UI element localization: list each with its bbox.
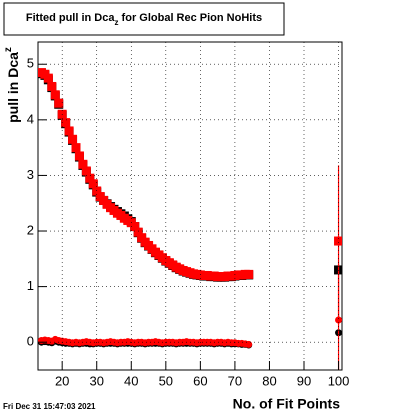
- title-rest: for Global Rec Pion NoHits: [119, 12, 263, 24]
- title-main: Fitted pull in Dca: [26, 12, 115, 24]
- title-sub: z: [115, 18, 119, 27]
- data-point: [245, 340, 253, 348]
- data-point: [61, 118, 71, 128]
- data-point: [43, 73, 53, 83]
- y-tick-label: 1: [27, 278, 34, 293]
- frame: [37, 41, 343, 371]
- y-axis-label: pull in Dcaz: [3, 47, 21, 123]
- y-label-sub: z: [3, 47, 14, 52]
- footer-date: Fri Dec 31 15:47:03 2021: [3, 402, 96, 411]
- y-tick-label: 0: [27, 334, 34, 349]
- chart-title: Fitted pull in Dcaz for Global Rec Pion …: [26, 12, 262, 27]
- data-point: [54, 98, 64, 108]
- data-point: [64, 126, 74, 136]
- plot-area: [38, 68, 342, 370]
- data-point: [81, 166, 91, 176]
- title-box: [3, 2, 285, 36]
- data-point: [244, 269, 254, 279]
- data-point: [334, 236, 342, 246]
- x-tick-label: 60: [193, 373, 207, 388]
- x-tick-label: 30: [89, 373, 103, 388]
- x-tick-label: 40: [124, 373, 138, 388]
- data-point: [130, 222, 140, 232]
- data-point: [74, 151, 84, 161]
- y-tick-label: 3: [27, 167, 34, 182]
- data-point: [133, 227, 143, 237]
- x-tick-label: 20: [55, 373, 69, 388]
- data-point: [68, 134, 78, 144]
- x-tick-label: 80: [262, 373, 276, 388]
- data-point: [88, 179, 98, 189]
- x-tick-label: 90: [297, 373, 311, 388]
- data-point: [78, 159, 88, 169]
- x-tick-label: 70: [228, 373, 242, 388]
- data-point: [335, 316, 342, 324]
- y-tick-label: 5: [27, 56, 34, 71]
- x-axis-label: No. of Fit Points: [233, 396, 341, 412]
- y-label-main: pull in Dca: [5, 52, 21, 123]
- x-tick-label: 100: [328, 373, 350, 388]
- data-point: [71, 143, 81, 153]
- y-tick-label: 2: [27, 222, 34, 237]
- y-tick-label: 4: [27, 111, 34, 126]
- data-point: [47, 81, 57, 91]
- x-tick-label: 50: [159, 373, 173, 388]
- data-point: [50, 90, 60, 100]
- data-point: [85, 173, 95, 183]
